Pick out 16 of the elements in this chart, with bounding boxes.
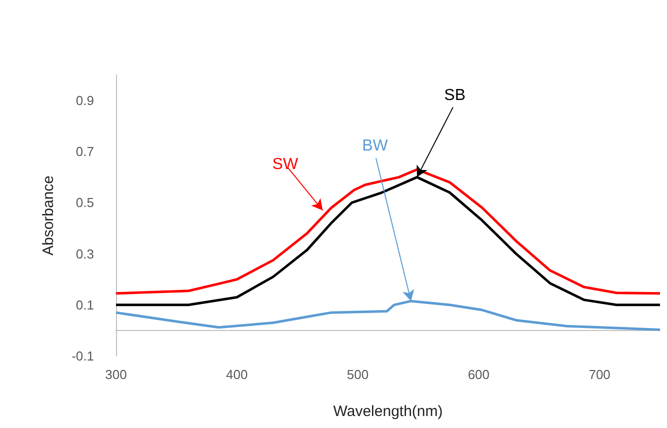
annotation: SB bbox=[444, 87, 466, 104]
x-tick-label: 500 bbox=[346, 367, 369, 382]
x-tick-label: 700 bbox=[588, 367, 610, 382]
y-axis-title: Absorbance bbox=[40, 175, 57, 256]
annotation: SW bbox=[272, 156, 299, 173]
y-tick-label: 0.9 bbox=[76, 93, 94, 108]
y-tick-label: 0.5 bbox=[76, 195, 94, 210]
x-tick-label: 400 bbox=[226, 367, 248, 382]
annotation: BW bbox=[362, 138, 389, 155]
y-tick-label: -0.1 bbox=[72, 348, 94, 364]
x-tick-label: 600 bbox=[468, 367, 490, 382]
x-axis-title: Wavelength(nm) bbox=[333, 403, 443, 420]
y-tick-label: 0.3 bbox=[76, 246, 94, 262]
y-tick-label: 0.1 bbox=[76, 297, 94, 312]
y-tick-label: 0.7 bbox=[76, 144, 94, 160]
x-tick-label: 300 bbox=[105, 367, 127, 382]
